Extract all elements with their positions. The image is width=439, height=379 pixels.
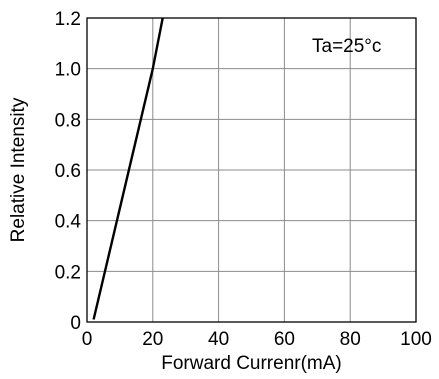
y-axis-ticks: 0 0.2 0.4 0.6 0.8 1.0 1.2: [55, 9, 82, 334]
series-line: [92, 17, 164, 320]
x-axis-ticks: 0 20 40 60 80 100: [82, 329, 432, 350]
y-tick-label: 0.2: [55, 262, 81, 283]
x-tick-label: 100: [400, 329, 432, 350]
x-tick-label: 80: [340, 329, 361, 350]
y-tick-label: 0: [70, 313, 81, 334]
temperature-annotation: Ta=25°c: [312, 36, 381, 57]
x-tick-label: 20: [142, 329, 163, 350]
y-tick-label: 0.8: [55, 110, 81, 131]
plot-frame: [86, 17, 417, 323]
x-axis-label: Forward Currenr(mA): [161, 353, 342, 374]
series-layer: [92, 17, 164, 320]
y-axis-label: Relative Intensity: [8, 97, 29, 242]
x-tick-label: 60: [274, 329, 295, 350]
y-tick-label: 1.0: [55, 60, 81, 81]
y-tick-label: 0.6: [55, 161, 81, 182]
x-tick-label: 0: [82, 329, 93, 350]
x-tick-label: 40: [208, 329, 229, 350]
grid: [87, 18, 416, 322]
y-tick-label: 0.4: [55, 212, 82, 233]
y-tick-label: 1.2: [55, 9, 81, 30]
